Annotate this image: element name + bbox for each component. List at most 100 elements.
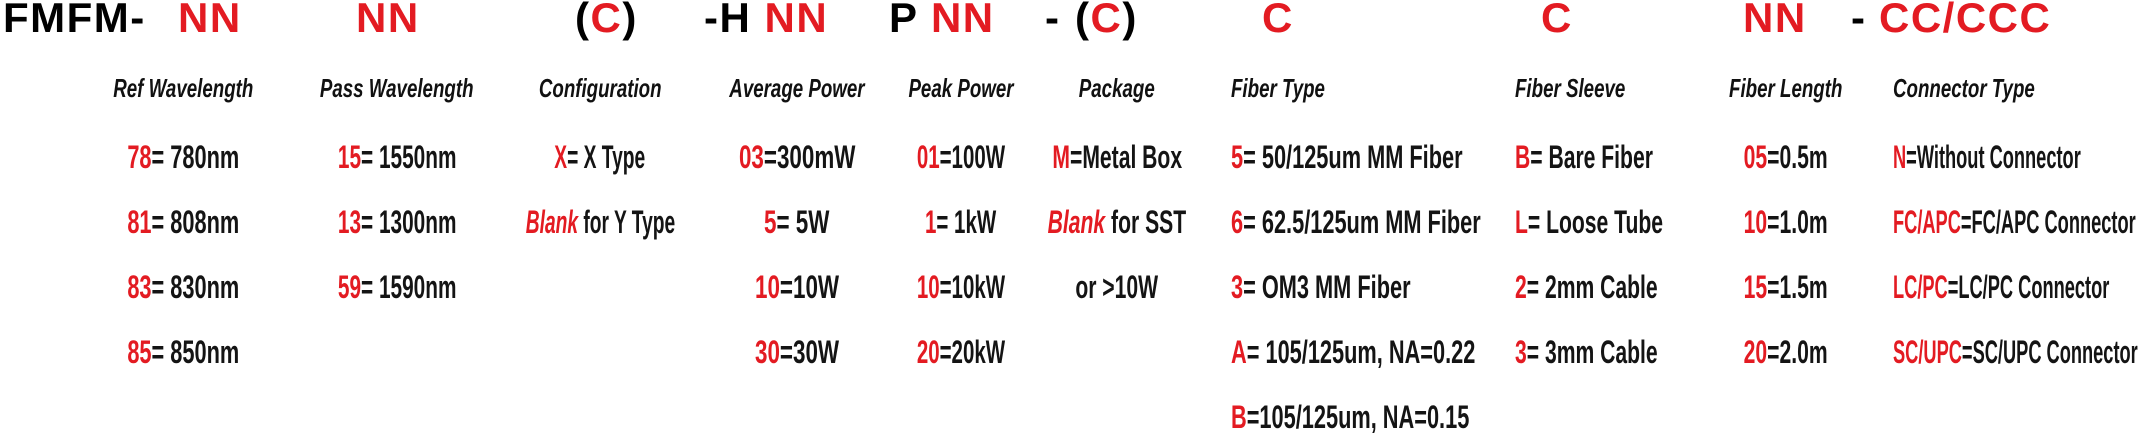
code-row-text: 20=20kW (917, 336, 1005, 368)
code-placeholder: NN (764, 0, 829, 41)
code-row: Blank for SST (982, 206, 1252, 238)
column-label: Configuration (460, 75, 740, 101)
code-meaning: =2.0m (1767, 334, 1828, 370)
column-label: Fiber Type (1231, 75, 1521, 101)
column-label: Peak Power (836, 75, 1086, 101)
code-row: 2= 2mm Cable (1515, 271, 1745, 303)
column-label: Fiber Length (1681, 75, 1891, 101)
part-number-segment-prefix: FMFM- (3, 0, 146, 39)
code-value: 3 (1231, 269, 1244, 305)
code-row: 59= 1590nm (272, 271, 522, 303)
code-meaning: = 1300nm (360, 204, 457, 240)
code-placeholder: NN (356, 0, 420, 41)
column-label-text: Fiber Length (1729, 73, 1843, 103)
code-row-text: 6= 62.5/125um MM Fiber (1231, 206, 1481, 238)
code-meaning: = 105/125um, NA=0.22 (1246, 334, 1476, 370)
part-number-segment-average-power: -H NN (704, 0, 828, 39)
code-row-text: or >10W (1076, 271, 1159, 303)
code-meaning: = 780nm (151, 139, 239, 175)
code-row-text: 03=300mW (739, 141, 855, 173)
code-row: 15=1.5m (1681, 271, 1891, 303)
code-value: X (554, 139, 568, 175)
code-placeholder: C (1541, 0, 1573, 41)
column-label: Fiber Sleeve (1515, 75, 1745, 101)
code-row: 5= 50/125um MM Fiber (1231, 141, 1521, 173)
code-value: 10 (1744, 204, 1768, 240)
code-row: 20=2.0m (1681, 336, 1891, 368)
code-value: 5 (1231, 139, 1244, 175)
code-meaning: = Bare Fiber (1530, 139, 1653, 175)
column-connector-type: Connector Type N=Without Connector FC/APC=… (1893, 0, 2147, 443)
code-meaning: = 2mm Cable (1526, 269, 1658, 305)
column-label: Ref Wavelength (58, 75, 308, 101)
code-value: N (1893, 139, 1907, 175)
code-row: 83= 830nm (58, 271, 308, 303)
code-row-text: 85= 850nm (127, 336, 239, 368)
code-value: M (1052, 139, 1070, 175)
column-label: Connector Type (1893, 75, 2147, 101)
code-row-text: Blank for SST (1048, 206, 1186, 238)
code-row-text: 30=30W (755, 336, 839, 368)
column-label-text: Configuration (538, 73, 662, 103)
code-row-text: 05=0.5m (1744, 141, 1828, 173)
code-meaning: = 1kW (936, 204, 997, 240)
column-label: Package (982, 75, 1252, 101)
part-number-segment-configuration: (C) (575, 0, 638, 39)
code-value: 59 (337, 269, 361, 305)
code-row: M=Metal Box (982, 141, 1252, 173)
code-literal: ) (1122, 0, 1138, 41)
code-row-text: 15= 1550nm (338, 141, 457, 173)
part-number-segment-pass-wavelength: NN (356, 0, 420, 39)
part-number-segment-ref-wavelength: NN (178, 0, 242, 39)
code-row-text: 1= 1kW (925, 206, 996, 238)
code-placeholder: NN (1743, 0, 1807, 41)
code-row-text: M=Metal Box (1052, 141, 1182, 173)
code-meaning: =1.5m (1767, 269, 1828, 305)
code-value: 10 (916, 269, 940, 305)
code-row: 20=20kW (836, 336, 1086, 368)
code-row-text: Blank for Y Type (525, 206, 674, 238)
code-value: 5 (764, 204, 777, 240)
part-number-segment-package: (C) (1075, 0, 1138, 39)
code-meaning: =1.0m (1767, 204, 1828, 240)
code-row: 10=10kW (836, 271, 1086, 303)
code-meaning: =10kW (939, 269, 1006, 305)
code-value: FC/APC (1893, 204, 1961, 240)
code-row: 81= 808nm (58, 206, 308, 238)
code-row-text: 20=2.0m (1744, 336, 1828, 368)
column-package: Package M=Metal Box Blank for SST or >10W (982, 0, 1252, 443)
code-value: 03 (738, 139, 764, 175)
part-number-segment-fiber-length: NN (1743, 0, 1807, 39)
code-literal: -H (704, 0, 765, 41)
part-number-segment-separator-1: - (1045, 0, 1061, 39)
code-row: 10=1.0m (1681, 206, 1891, 238)
code-row-text: L= Loose Tube (1515, 206, 1663, 238)
code-row-text: 15=1.5m (1744, 271, 1828, 303)
code-value: 1 (925, 204, 937, 240)
code-meaning: = 1550nm (360, 139, 457, 175)
code-value: 3 (1515, 334, 1527, 370)
code-row: 01=100W (836, 141, 1086, 173)
code-literal: ) (622, 0, 638, 41)
code-meaning: for Y Type (577, 204, 675, 240)
code-literal: FMFM- (3, 0, 146, 41)
column-average-power: Average Power 03=300mW 5= 5W 10=10W 30=30W (672, 0, 922, 443)
code-value: 01 (916, 139, 940, 175)
code-row: LC/PC=LC/PC Connector (1893, 271, 2147, 303)
code-value: 30 (754, 334, 780, 370)
code-row-text: 59= 1590nm (338, 271, 457, 303)
code-value: B (1515, 139, 1531, 175)
code-meaning: = 808nm (151, 204, 239, 240)
code-meaning: =30W (779, 334, 840, 370)
code-value: 20 (1744, 334, 1768, 370)
code-placeholder: C (1090, 0, 1123, 41)
code-meaning: =Metal Box (1069, 139, 1182, 175)
code-row-text: 78= 780nm (127, 141, 239, 173)
code-meaning: = 3mm Cable (1526, 334, 1658, 370)
column-fiber-type: Fiber Type 5= 50/125um MM Fiber 6= 62.5/12… (1231, 0, 1521, 443)
code-row: 85= 850nm (58, 336, 308, 368)
code-row: L= Loose Tube (1515, 206, 1745, 238)
code-literal: ( (575, 0, 591, 41)
code-meaning: = 1590nm (360, 269, 457, 305)
code-row-text: 5= 5W (764, 206, 829, 238)
